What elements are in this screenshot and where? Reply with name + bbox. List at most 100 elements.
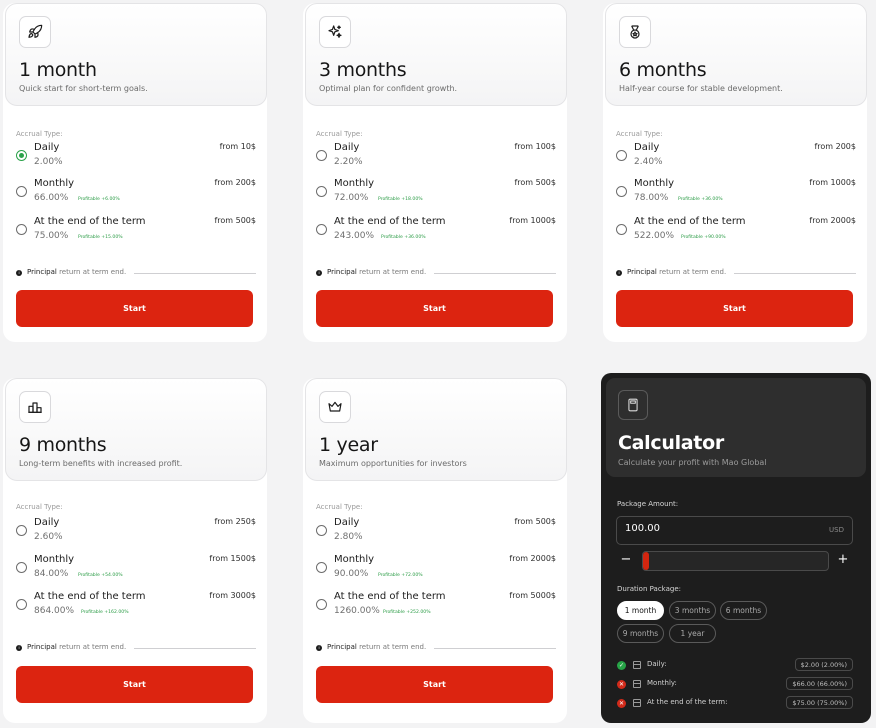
option-min-amount: from 200$ xyxy=(814,142,856,151)
accrual-option-monthly[interactable]: Monthly 78.00% Profitable +36.00% from 1… xyxy=(616,178,856,208)
radio-daily[interactable] xyxy=(16,150,27,161)
plan-title: 9 months xyxy=(19,434,107,456)
plan-header: 1 month Quick start for short-term goals… xyxy=(5,3,267,106)
option-profit: Profitable +162.00% xyxy=(81,610,129,615)
rocket-icon xyxy=(19,16,51,48)
result-label: Daily: xyxy=(647,660,667,668)
option-profit: Profitable +36.00% xyxy=(381,235,426,240)
duration-pill-1-year[interactable]: 1 year xyxy=(669,624,716,643)
option-name: Monthly xyxy=(334,178,375,189)
radio-end-of-term[interactable] xyxy=(616,224,627,235)
principal-note: i Principal return at term end. xyxy=(616,268,856,278)
info-icon: i xyxy=(316,645,322,651)
accrual-type-label: Accrual Type: xyxy=(616,130,663,138)
radio-monthly[interactable] xyxy=(16,562,27,573)
result-value: $75.00 (75.00%) xyxy=(786,696,853,709)
accrual-option-end-of-term[interactable]: At the end of the term 1260.00% Profitab… xyxy=(316,591,556,621)
accrual-type-label: Accrual Type: xyxy=(16,503,63,511)
radio-end-of-term[interactable] xyxy=(16,224,27,235)
accrual-option-end-of-term[interactable]: At the end of the term 864.00% Profitabl… xyxy=(16,591,256,621)
option-profit: Profitable +6.00% xyxy=(78,197,120,202)
radio-daily[interactable] xyxy=(316,150,327,161)
radio-end-of-term[interactable] xyxy=(16,599,27,610)
result-monthly: ✕ Monthly: $66.00 (66.00%) xyxy=(617,677,853,692)
accrual-option-daily[interactable]: Daily 2.60% from 250$ xyxy=(16,517,256,547)
accrual-option-end-of-term[interactable]: At the end of the term 522.00% Profitabl… xyxy=(616,216,856,246)
duration-pill-1-month[interactable]: 1 month xyxy=(617,601,664,620)
radio-monthly[interactable] xyxy=(616,186,627,197)
info-icon: i xyxy=(16,270,22,276)
calculator-panel: Calculator Calculate your profit with Ma… xyxy=(601,373,871,723)
amount-input[interactable] xyxy=(625,523,795,534)
principal-note: i Principal return at term end. xyxy=(316,643,556,653)
option-min-amount: from 200$ xyxy=(214,178,256,187)
increase-button[interactable]: + xyxy=(834,551,852,569)
radio-monthly[interactable] xyxy=(16,186,27,197)
radio-monthly[interactable] xyxy=(316,562,327,573)
option-profit: Profitable +18.00% xyxy=(378,197,423,202)
option-rate: 72.00% xyxy=(334,193,369,203)
option-name: Monthly xyxy=(34,178,75,189)
accrual-option-monthly[interactable]: Monthly 72.00% Profitable +18.00% from 5… xyxy=(316,178,556,208)
accrual-option-monthly[interactable]: Monthly 84.00% Profitable +54.00% from 1… xyxy=(16,554,256,584)
radio-daily[interactable] xyxy=(616,150,627,161)
principal-bold: Principal xyxy=(327,268,357,276)
option-min-amount: from 500$ xyxy=(514,178,556,187)
accrual-option-monthly[interactable]: Monthly 66.00% Profitable +6.00% from 20… xyxy=(16,178,256,208)
plan-header: 1 year Maximum opportunities for investo… xyxy=(305,378,567,481)
decrease-button[interactable]: − xyxy=(617,551,635,569)
amount-slider[interactable] xyxy=(642,551,829,571)
plan-title: 1 year xyxy=(319,434,378,456)
accrual-option-daily[interactable]: Daily 2.20% from 100$ xyxy=(316,142,556,172)
option-rate: 1260.00% xyxy=(334,606,380,616)
accrual-option-end-of-term[interactable]: At the end of the term 243.00% Profitabl… xyxy=(316,216,556,246)
amount-field[interactable]: USD xyxy=(616,516,853,545)
option-profit: Profitable +252.00% xyxy=(383,610,431,615)
divider xyxy=(434,273,556,274)
principal-note: i Principal return at term end. xyxy=(16,268,256,278)
principal-rest: return at term end. xyxy=(356,268,427,276)
option-name: Monthly xyxy=(634,178,675,189)
start-button[interactable]: Start xyxy=(316,290,553,327)
duration-pill-3-months[interactable]: 3 months xyxy=(669,601,716,620)
calculator-subtitle: Calculate your profit with Mao Global xyxy=(618,458,767,467)
option-name: At the end of the term xyxy=(334,216,446,227)
option-min-amount: from 250$ xyxy=(214,517,256,526)
principal-text: Principal return at term end. xyxy=(327,268,426,276)
option-name: At the end of the term xyxy=(34,591,146,602)
option-rate: 78.00% xyxy=(634,193,669,203)
option-name: Daily xyxy=(334,142,360,153)
option-rate: 2.60% xyxy=(34,532,63,542)
duration-pill-6-months[interactable]: 6 months xyxy=(720,601,767,620)
plan-subtitle: Maximum opportunities for investors xyxy=(319,459,467,468)
cross-icon: ✕ xyxy=(617,680,626,689)
start-button[interactable]: Start xyxy=(16,666,253,703)
accrual-option-end-of-term[interactable]: At the end of the term 75.00% Profitable… xyxy=(16,216,256,246)
accrual-option-daily[interactable]: Daily 2.80% from 500$ xyxy=(316,517,556,547)
accrual-type-label: Accrual Type: xyxy=(16,130,63,138)
cross-icon: ✕ xyxy=(617,699,626,708)
principal-bold: Principal xyxy=(627,268,657,276)
plan-card-1-year: 1 year Maximum opportunities for investo… xyxy=(303,378,567,723)
accrual-type-label: Accrual Type: xyxy=(316,130,363,138)
plan-subtitle: Optimal plan for confident growth. xyxy=(319,84,458,93)
accrual-option-daily[interactable]: Daily 2.40% from 200$ xyxy=(616,142,856,172)
principal-rest: return at term end. xyxy=(56,643,127,651)
option-min-amount: from 1000$ xyxy=(509,216,556,225)
start-button[interactable]: Start xyxy=(616,290,853,327)
accrual-option-monthly[interactable]: Monthly 90.00% Profitable +72.00% from 2… xyxy=(316,554,556,584)
radio-daily[interactable] xyxy=(16,525,27,536)
radio-daily[interactable] xyxy=(316,525,327,536)
plan-subtitle: Quick start for short-term goals. xyxy=(19,84,148,93)
option-rate: 2.80% xyxy=(334,532,363,542)
info-icon: i xyxy=(16,645,22,651)
accrual-type-label: Accrual Type: xyxy=(316,503,363,511)
accrual-option-daily[interactable]: Daily 2.00% from 10$ xyxy=(16,142,256,172)
option-rate: 84.00% xyxy=(34,569,69,579)
start-button[interactable]: Start xyxy=(16,290,253,327)
radio-monthly[interactable] xyxy=(316,186,327,197)
radio-end-of-term[interactable] xyxy=(316,224,327,235)
start-button[interactable]: Start xyxy=(316,666,553,703)
radio-end-of-term[interactable] xyxy=(316,599,327,610)
duration-pill-9-months[interactable]: 9 months xyxy=(617,624,664,643)
